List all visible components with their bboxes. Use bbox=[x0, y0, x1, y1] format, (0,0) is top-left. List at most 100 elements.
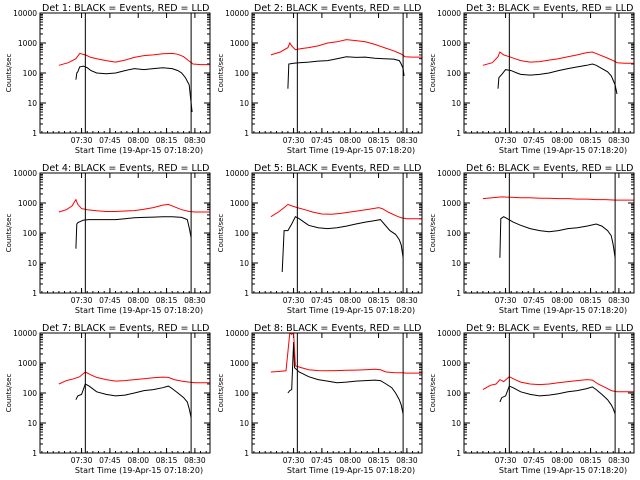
chart-title: Det 8: BLACK = Events, RED = LLD bbox=[254, 323, 421, 334]
x-tick-label: 08:00 bbox=[551, 296, 573, 305]
series-events-line bbox=[287, 56, 405, 89]
chart-title: Det 5: BLACK = Events, RED = LLD bbox=[254, 163, 421, 174]
series-events-line bbox=[497, 63, 618, 95]
x-tick-label: 08:00 bbox=[551, 456, 573, 465]
series-events-line bbox=[75, 65, 193, 113]
y-tick-label: 100 bbox=[23, 69, 38, 78]
x-tick-label: 08:15 bbox=[580, 296, 602, 305]
x-tick-label: 07:45 bbox=[523, 296, 545, 305]
axes-frame bbox=[463, 332, 635, 454]
x-tick-label: 07:30 bbox=[283, 456, 305, 465]
chart-panel-9: Det 9: BLACK = Events, RED = LLD Counts/s… bbox=[429, 323, 635, 475]
x-tick-label: 08:30 bbox=[184, 136, 206, 145]
y-tick-label: 100 bbox=[235, 69, 250, 78]
y-tick-label: 10000 bbox=[13, 329, 37, 338]
y-tick-label: 10000 bbox=[437, 169, 461, 178]
x-axis-label: Start Time (19-Apr-15 07:18:20) bbox=[499, 146, 627, 155]
y-tick-label: 1 bbox=[456, 129, 461, 138]
chart-title: Det 3: BLACK = Events, RED = LLD bbox=[466, 3, 633, 14]
chart-panel-3: Det 3: BLACK = Events, RED = LLD Counts/s… bbox=[429, 3, 635, 155]
y-tick-label: 1 bbox=[32, 449, 37, 458]
y-tick-label: 1000 bbox=[18, 39, 37, 48]
x-tick-label: 07:45 bbox=[99, 456, 121, 465]
axes-frame bbox=[39, 172, 211, 294]
x-tick-label: 07:45 bbox=[523, 136, 545, 145]
series-lld-line bbox=[270, 333, 422, 374]
y-tick-label: 1 bbox=[244, 449, 249, 458]
series-events-line bbox=[75, 216, 192, 249]
x-tick-label: 08:00 bbox=[127, 456, 149, 465]
x-tick-label: 08:30 bbox=[608, 136, 630, 145]
chart-panel-6: Det 6: BLACK = Events, RED = LLD Counts/s… bbox=[429, 163, 635, 315]
series-lld-line bbox=[482, 196, 634, 201]
chart-title: Det 2: BLACK = Events, RED = LLD bbox=[254, 3, 421, 14]
y-tick-label: 1 bbox=[456, 289, 461, 298]
chart-panel-1: Det 1: BLACK = Events, RED = LLD Counts/s… bbox=[5, 3, 211, 155]
x-tick-label: 08:00 bbox=[127, 296, 149, 305]
x-tick-label: 08:00 bbox=[339, 136, 361, 145]
x-tick-label: 08:15 bbox=[580, 456, 602, 465]
y-tick-label: 1 bbox=[32, 129, 37, 138]
axes-frame bbox=[251, 172, 423, 294]
axes-frame bbox=[463, 12, 635, 134]
y-tick-label: 100 bbox=[235, 389, 250, 398]
y-axis-label: Counts/sec bbox=[5, 374, 13, 413]
y-tick-label: 1000 bbox=[230, 359, 249, 368]
x-tick-label: 07:45 bbox=[311, 296, 333, 305]
x-tick-label: 07:45 bbox=[311, 456, 333, 465]
x-tick-label: 08:00 bbox=[551, 136, 573, 145]
y-tick-label: 10 bbox=[239, 259, 249, 268]
x-tick-label: 08:15 bbox=[368, 296, 390, 305]
chart-panel-5: Det 5: BLACK = Events, RED = LLD Counts/s… bbox=[217, 163, 423, 315]
y-tick-label: 10000 bbox=[225, 9, 249, 18]
y-tick-label: 1000 bbox=[230, 39, 249, 48]
y-tick-label: 100 bbox=[235, 229, 250, 238]
chart-panel-8: Det 8: BLACK = Events, RED = LLD Counts/s… bbox=[217, 323, 423, 475]
y-axis-label: Counts/sec bbox=[429, 374, 437, 413]
y-tick-label: 1000 bbox=[230, 199, 249, 208]
x-tick-label: 07:30 bbox=[495, 456, 517, 465]
axes-frame bbox=[39, 332, 211, 454]
x-axis-label: Start Time (19-Apr-15 07:18:20) bbox=[287, 466, 415, 475]
x-tick-label: 07:30 bbox=[71, 136, 93, 145]
y-tick-label: 1 bbox=[456, 449, 461, 458]
series-events-line bbox=[499, 385, 616, 415]
y-axis-label: Counts/sec bbox=[217, 214, 225, 253]
x-tick-label: 08:15 bbox=[368, 136, 390, 145]
y-tick-label: 10 bbox=[239, 419, 249, 428]
x-tick-label: 08:30 bbox=[608, 296, 630, 305]
y-tick-label: 10 bbox=[451, 419, 461, 428]
x-tick-label: 07:45 bbox=[99, 136, 121, 145]
series-lld-line bbox=[270, 203, 422, 220]
y-tick-label: 10000 bbox=[13, 9, 37, 18]
y-axis-label: Counts/sec bbox=[429, 54, 437, 93]
x-tick-label: 08:00 bbox=[339, 456, 361, 465]
chart-title: Det 9: BLACK = Events, RED = LLD bbox=[466, 323, 633, 334]
x-tick-label: 07:30 bbox=[283, 136, 305, 145]
y-tick-label: 10 bbox=[27, 99, 37, 108]
series-events-line bbox=[75, 383, 192, 418]
x-tick-label: 08:30 bbox=[608, 456, 630, 465]
y-tick-label: 10 bbox=[239, 99, 249, 108]
y-tick-label: 1 bbox=[244, 289, 249, 298]
y-tick-label: 100 bbox=[23, 229, 38, 238]
y-tick-label: 10000 bbox=[437, 9, 461, 18]
y-axis-label: Counts/sec bbox=[5, 54, 13, 93]
series-lld-line bbox=[58, 52, 210, 66]
y-tick-label: 1000 bbox=[442, 199, 461, 208]
y-tick-label: 10000 bbox=[225, 169, 249, 178]
series-lld-line bbox=[482, 51, 634, 66]
axes-frame bbox=[251, 332, 423, 454]
x-axis-label: Start Time (19-Apr-15 07:18:20) bbox=[75, 146, 203, 155]
y-axis-label: Counts/sec bbox=[217, 54, 225, 93]
y-tick-label: 10 bbox=[27, 419, 37, 428]
axes-frame bbox=[463, 172, 635, 294]
y-tick-label: 1000 bbox=[18, 199, 37, 208]
y-tick-label: 1 bbox=[32, 289, 37, 298]
x-axis-label: Start Time (19-Apr-15 07:18:20) bbox=[287, 146, 415, 155]
chart-panel-7: Det 7: BLACK = Events, RED = LLD Counts/s… bbox=[5, 323, 211, 475]
x-tick-label: 07:30 bbox=[71, 456, 93, 465]
chart-panel-2: Det 2: BLACK = Events, RED = LLD Counts/s… bbox=[217, 3, 423, 155]
x-tick-label: 08:30 bbox=[396, 136, 418, 145]
